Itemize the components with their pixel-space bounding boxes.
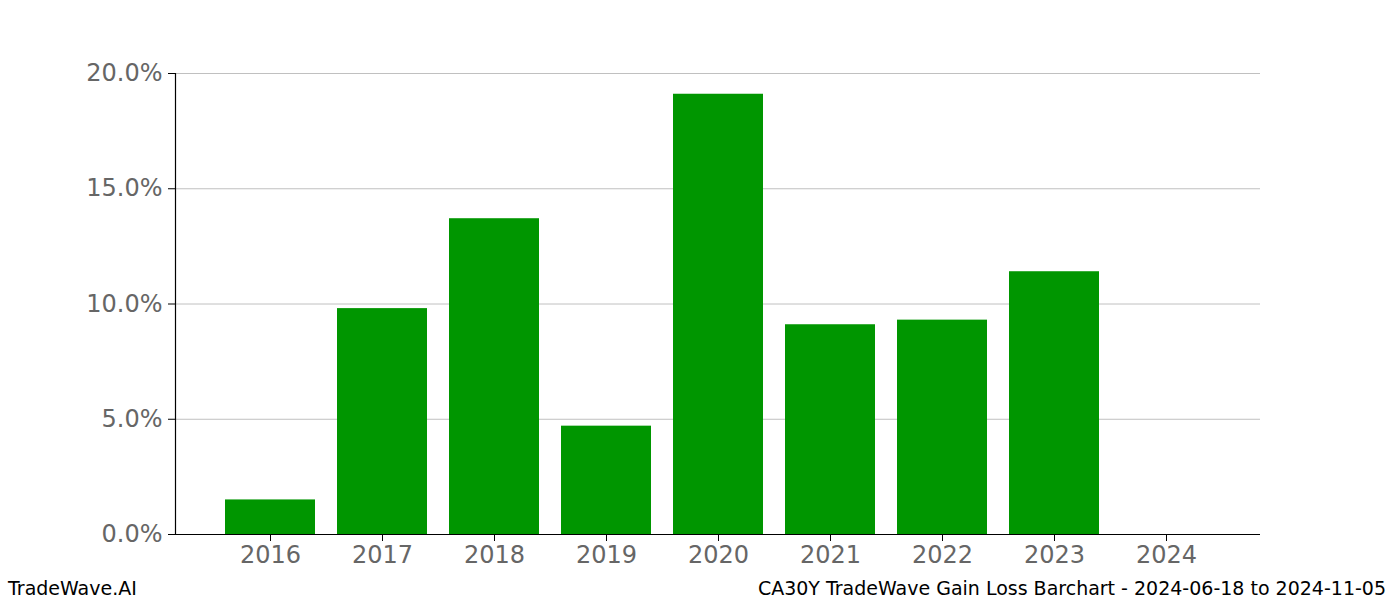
svg-text:15.0%: 15.0% [86, 174, 162, 202]
svg-text:10.0%: 10.0% [86, 290, 162, 318]
svg-text:2022: 2022 [912, 541, 973, 569]
svg-text:0.0%: 0.0% [102, 520, 163, 548]
svg-text:2018: 2018 [464, 541, 525, 569]
svg-text:2019: 2019 [576, 541, 637, 569]
html-text:CA30Y TradeWave Gain Loss Barc: CA30Y TradeWave Gain Loss Barchart - 202… [757, 577, 1386, 599]
svg-text:2024: 2024 [1136, 541, 1197, 569]
svg-text:2021: 2021 [800, 541, 861, 569]
svg-text:2016: 2016 [240, 541, 301, 569]
svg-text:20.0%: 20.0% [86, 59, 162, 87]
svg-text:2020: 2020 [688, 541, 749, 569]
svg-text:2023: 2023 [1024, 541, 1085, 569]
svg-text:2017: 2017 [352, 541, 413, 569]
html-text:TradeWave.AI: TradeWave.AI [8, 577, 137, 599]
svg-text:5.0%: 5.0% [102, 405, 163, 433]
